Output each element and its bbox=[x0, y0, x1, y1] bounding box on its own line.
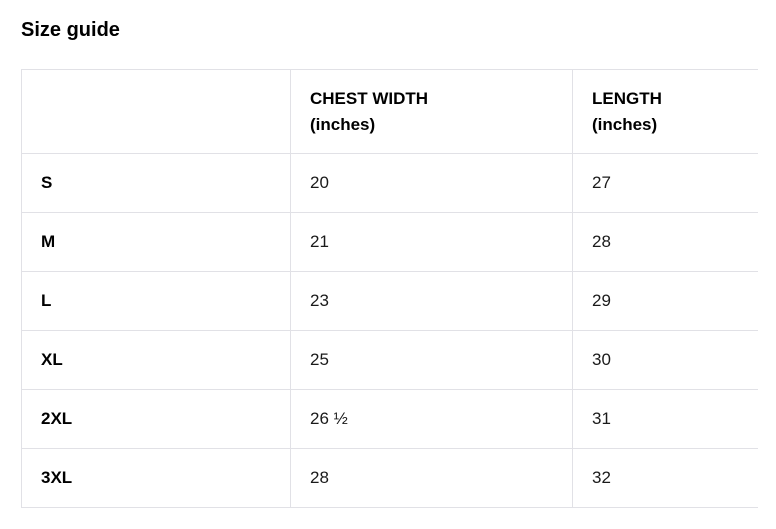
size-guide-table: CHEST WIDTH (inches) LENGTH (inches) S 2… bbox=[21, 69, 758, 508]
chest-width-value: 28 bbox=[290, 448, 573, 508]
length-value: 29 bbox=[572, 271, 758, 331]
table-row: 2XL 26 ½ 31 bbox=[21, 389, 758, 449]
length-value: 27 bbox=[572, 153, 758, 213]
table-row: L 23 29 bbox=[21, 271, 758, 331]
length-value: 30 bbox=[572, 330, 758, 390]
chest-width-value: 20 bbox=[290, 153, 573, 213]
table-row: XL 25 30 bbox=[21, 330, 758, 390]
chest-width-value: 26 ½ bbox=[290, 389, 573, 449]
length-value: 28 bbox=[572, 212, 758, 272]
table-row: M 21 28 bbox=[21, 212, 758, 272]
header-line-1: LENGTH bbox=[592, 88, 662, 108]
size-label: M bbox=[21, 212, 291, 272]
header-cell-chest-width: CHEST WIDTH (inches) bbox=[290, 69, 573, 154]
page-title: Size guide bbox=[21, 19, 120, 41]
header-line-2: (inches) bbox=[592, 114, 658, 134]
header-cell-length: LENGTH (inches) bbox=[572, 69, 758, 154]
size-label: XL bbox=[21, 330, 291, 390]
size-label: L bbox=[21, 271, 291, 331]
chest-width-value: 25 bbox=[290, 330, 573, 390]
table-row: S 20 27 bbox=[21, 153, 758, 213]
header-row: CHEST WIDTH (inches) LENGTH (inches) bbox=[21, 69, 758, 154]
length-value: 32 bbox=[572, 448, 758, 508]
length-value: 31 bbox=[572, 389, 758, 449]
header-line-1: CHEST WIDTH bbox=[310, 88, 429, 108]
header-line-2: (inches) bbox=[310, 114, 376, 134]
header-cell-size bbox=[21, 69, 291, 154]
size-label: S bbox=[21, 153, 291, 213]
size-label: 2XL bbox=[21, 389, 291, 449]
chest-width-value: 23 bbox=[290, 271, 573, 331]
table-row: 3XL 28 32 bbox=[21, 448, 758, 508]
chest-width-value: 21 bbox=[290, 212, 573, 272]
size-label: 3XL bbox=[21, 448, 291, 508]
